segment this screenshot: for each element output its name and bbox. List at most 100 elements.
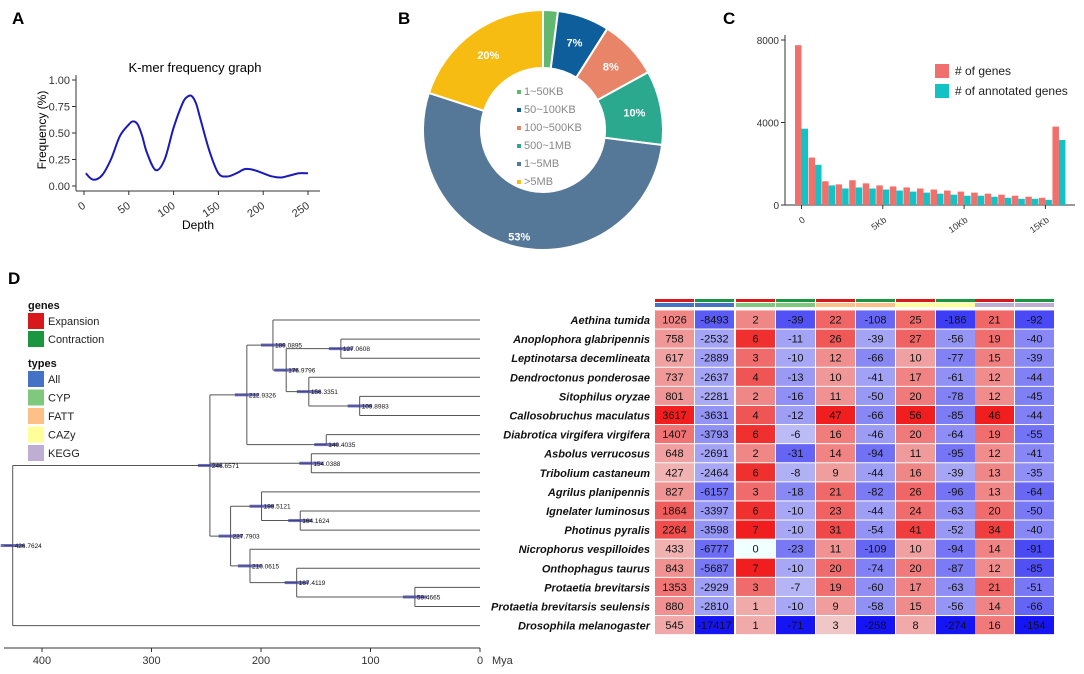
heatmap-cell xyxy=(896,444,935,463)
node-age-label: 176.9796 xyxy=(288,368,315,375)
heatmap-cell-label: 21 xyxy=(988,582,1000,594)
heatmap-cell xyxy=(856,367,895,386)
heatmap-cell xyxy=(655,348,694,367)
heatmap-cell-label: 1 xyxy=(752,620,758,632)
heatmap-cell-label: 0 xyxy=(752,544,758,556)
bar xyxy=(957,191,965,205)
heatmap-cell xyxy=(736,386,775,405)
bar xyxy=(1004,197,1012,205)
heatmap-cell xyxy=(1015,405,1054,425)
heatmap-cell-label: -17417 xyxy=(697,620,731,632)
heatmap-cell xyxy=(896,310,935,329)
pie-legend-label: 1~50KB xyxy=(524,86,563,98)
heatmap-cell-label: -45 xyxy=(1027,391,1043,403)
heatmap-cell xyxy=(856,386,895,405)
heatmap-cell-label: -39 xyxy=(868,334,884,346)
heatmap-cell-label: -94 xyxy=(868,448,884,460)
bar-legend-label: # of annotated genes xyxy=(955,84,1068,98)
heatmap-cell-label: -56 xyxy=(948,601,964,613)
heatmap-cell-label: 758 xyxy=(665,334,683,346)
heatmap-cell-label: -39 xyxy=(948,467,964,479)
chart-a-xlabel: Depth xyxy=(182,218,214,232)
heatmap-cell-label: 23 xyxy=(829,505,841,517)
heatmap-cell-label: 545 xyxy=(665,620,683,632)
pie-legend-swatch xyxy=(517,126,521,130)
heatmap-cell xyxy=(1015,558,1054,577)
heatmap-cell xyxy=(695,405,734,425)
heatmap-cell xyxy=(736,310,775,329)
heatmap-cell-label: 11 xyxy=(910,448,921,460)
heatmap-cell xyxy=(695,482,734,501)
gene-type-bar xyxy=(936,303,975,307)
heatmap-cell xyxy=(816,616,855,635)
heatmap-cell xyxy=(936,367,975,386)
heatmap-cell-label: 880 xyxy=(665,601,683,613)
heatmap-cell xyxy=(936,405,975,425)
chart-c-xtick-label: 5Kb xyxy=(869,215,888,232)
pie-legend-label: 50~100KB xyxy=(524,104,576,116)
species-label: Aethina tumida xyxy=(570,315,650,327)
heatmap-cell xyxy=(736,367,775,386)
time-axis-tick-label: 300 xyxy=(142,655,160,667)
heatmap-cell xyxy=(975,577,1014,596)
legend-genes-swatch xyxy=(28,331,44,347)
heatmap-cell-label: -2810 xyxy=(700,601,728,613)
heatmap-cell-label: 16 xyxy=(909,467,921,479)
chart-a-xtick-label: 50 xyxy=(116,200,133,217)
bar xyxy=(828,185,836,205)
species-label: Nicrophorus vespilloides xyxy=(519,544,650,556)
heatmap-cell xyxy=(1015,596,1054,616)
heatmap-cell xyxy=(736,405,775,425)
heatmap-cell xyxy=(736,520,775,539)
heatmap-cell xyxy=(856,463,895,482)
heatmap-cell-label: 801 xyxy=(665,391,683,403)
heatmap-cell-label: -63 xyxy=(948,582,964,594)
heatmap-cell-label: 16 xyxy=(829,429,841,441)
heatmap-cell-label: -40 xyxy=(1027,525,1043,537)
bar xyxy=(869,188,876,205)
heatmap-cell xyxy=(655,482,694,501)
heatmap-cell-label: -44 xyxy=(868,467,884,479)
heatmap-cell xyxy=(936,482,975,501)
bar xyxy=(930,189,937,205)
node-bar xyxy=(197,463,222,467)
time-axis-tick-label: 100 xyxy=(361,655,379,667)
heatmap-cell-label: -41 xyxy=(1027,448,1043,460)
heatmap-cell-label: -108 xyxy=(864,314,886,326)
heatmap-cell-label: 25 xyxy=(909,314,921,326)
heatmap-cell-label: -66 xyxy=(1027,601,1043,613)
node-age-label: 109.8983 xyxy=(362,403,389,410)
time-axis-tick-label: 0 xyxy=(477,655,483,667)
heatmap-cell xyxy=(736,596,775,616)
heatmap-cell xyxy=(776,616,815,635)
heatmap-cell xyxy=(736,329,775,348)
heatmap-cell-label: -16 xyxy=(788,391,804,403)
heatmap-cell-label: 41 xyxy=(909,525,921,537)
heatmap-cell-label: -3598 xyxy=(700,525,728,537)
heatmap-cell xyxy=(896,425,935,444)
heatmap-cell xyxy=(816,577,855,596)
gene-type-bar xyxy=(695,303,734,307)
chart-c-xtick-label: 0 xyxy=(797,215,807,226)
time-axis-unit: Mya xyxy=(492,655,514,667)
heatmap-cell-label: -2281 xyxy=(700,391,728,403)
heatmap-cell-label: -10 xyxy=(788,601,804,613)
heatmap-cell xyxy=(736,348,775,367)
heatmap-cell xyxy=(776,386,815,405)
heatmap-cell xyxy=(896,539,935,558)
heatmap-cell-label: 1864 xyxy=(662,505,686,517)
heatmap-cell-label: 27 xyxy=(909,334,921,346)
heatmap-cell xyxy=(856,329,895,348)
heatmap-cell xyxy=(975,386,1014,405)
bar xyxy=(984,193,992,205)
heatmap-cell-label: -74 xyxy=(868,563,884,575)
heatmap-cell xyxy=(1015,329,1054,348)
panel-label-a: A xyxy=(12,9,24,28)
node-age-label: 127.0608 xyxy=(343,346,370,353)
node-bar xyxy=(274,368,299,372)
node-bar xyxy=(0,544,25,548)
heatmap-cell-label: 22 xyxy=(829,314,841,326)
legend-genes-swatch xyxy=(28,313,44,329)
bar xyxy=(815,164,822,205)
heatmap-cell xyxy=(1015,616,1054,635)
